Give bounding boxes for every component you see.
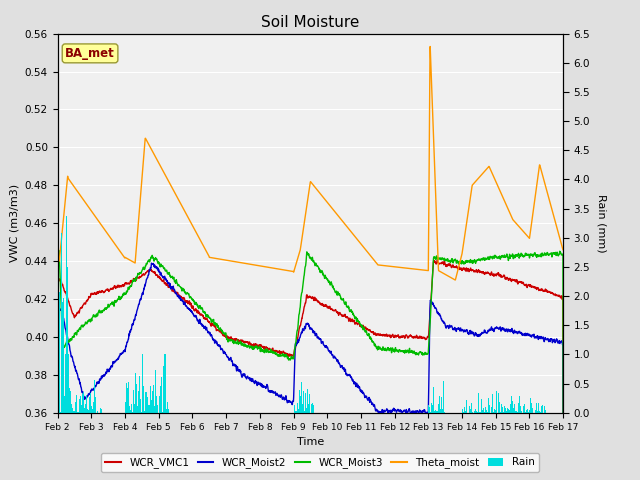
X-axis label: Time: Time (297, 437, 324, 447)
Text: BA_met: BA_met (65, 47, 115, 60)
Legend: WCR_VMC1, WCR_Moist2, WCR_Moist3, Theta_moist, Rain: WCR_VMC1, WCR_Moist2, WCR_Moist3, Theta_… (101, 453, 539, 472)
Title: Soil Moisture: Soil Moisture (261, 15, 360, 30)
Y-axis label: Rain (mm): Rain (mm) (597, 194, 607, 252)
Y-axis label: VWC (m3/m3): VWC (m3/m3) (9, 184, 19, 262)
